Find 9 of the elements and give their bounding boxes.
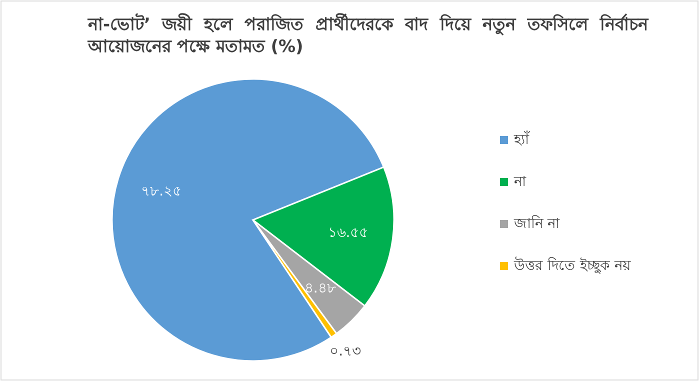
legend-label: উত্তর দিতে ইচ্ছুক নয় xyxy=(513,256,632,274)
legend-label: হ্যাঁ xyxy=(513,130,530,148)
chart-title: না-ভোট’ জয়ী হলে পরাজিত প্রার্থীদেরকে বাদ দিয়ে নতুন তফসিলে নির্বাচন আয়োজনের পক্ষে মতামত (%) xyxy=(88,14,648,58)
legend-label: না xyxy=(513,174,527,190)
data-label: ৭৮.২৫ xyxy=(141,184,182,200)
data-label: ৪.৪৮ xyxy=(304,280,336,296)
data-label: ০.৭৩ xyxy=(330,344,362,360)
data-label: ১৬.৫৫ xyxy=(328,224,368,241)
legend-label: জানি না xyxy=(513,214,560,232)
